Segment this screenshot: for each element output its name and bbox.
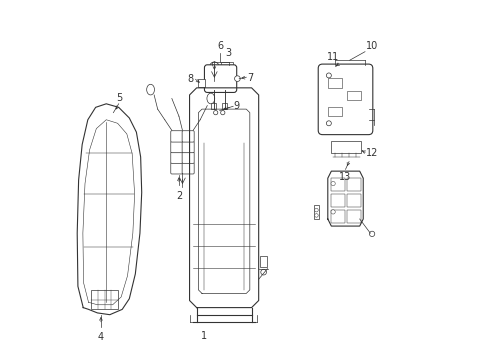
FancyBboxPatch shape (182, 163, 194, 174)
Text: 6: 6 (217, 41, 223, 51)
Bar (346, 91, 361, 100)
FancyBboxPatch shape (170, 141, 183, 153)
Circle shape (220, 111, 224, 115)
Text: 8: 8 (186, 74, 193, 84)
Bar (346, 210, 360, 222)
Circle shape (314, 214, 318, 217)
Circle shape (330, 210, 335, 214)
FancyBboxPatch shape (182, 131, 194, 142)
Bar (346, 178, 360, 191)
Bar (327, 78, 341, 88)
Bar (346, 194, 360, 207)
Bar (260, 256, 266, 267)
FancyBboxPatch shape (204, 65, 236, 93)
Bar (313, 205, 319, 219)
Text: 2: 2 (176, 191, 182, 201)
FancyBboxPatch shape (318, 64, 372, 135)
Ellipse shape (146, 84, 154, 95)
Circle shape (325, 73, 331, 78)
Text: 10: 10 (366, 41, 378, 51)
FancyBboxPatch shape (170, 163, 183, 174)
Circle shape (330, 181, 335, 186)
Circle shape (314, 208, 318, 212)
Bar (331, 141, 361, 153)
Text: 4: 4 (98, 332, 104, 342)
Circle shape (234, 76, 240, 81)
FancyBboxPatch shape (170, 131, 183, 142)
Circle shape (325, 121, 331, 126)
Text: 3: 3 (225, 48, 231, 58)
FancyBboxPatch shape (182, 141, 194, 153)
Bar (327, 107, 341, 116)
Bar (221, 62, 232, 71)
Text: 9: 9 (233, 101, 240, 111)
Circle shape (209, 62, 219, 71)
Ellipse shape (206, 93, 214, 104)
Bar (198, 79, 204, 87)
Bar (91, 290, 118, 309)
Text: 5: 5 (116, 93, 122, 103)
Bar (222, 103, 226, 109)
Bar (331, 210, 344, 222)
Circle shape (213, 111, 217, 115)
FancyBboxPatch shape (170, 152, 183, 163)
Text: 13: 13 (338, 172, 350, 182)
Text: 11: 11 (326, 52, 339, 62)
Circle shape (260, 269, 266, 275)
Bar (211, 103, 216, 109)
Text: 1: 1 (200, 330, 206, 341)
FancyBboxPatch shape (182, 152, 194, 163)
Bar (331, 194, 344, 207)
Text: 12: 12 (366, 148, 378, 158)
Bar (331, 178, 344, 191)
Text: 7: 7 (247, 73, 253, 83)
